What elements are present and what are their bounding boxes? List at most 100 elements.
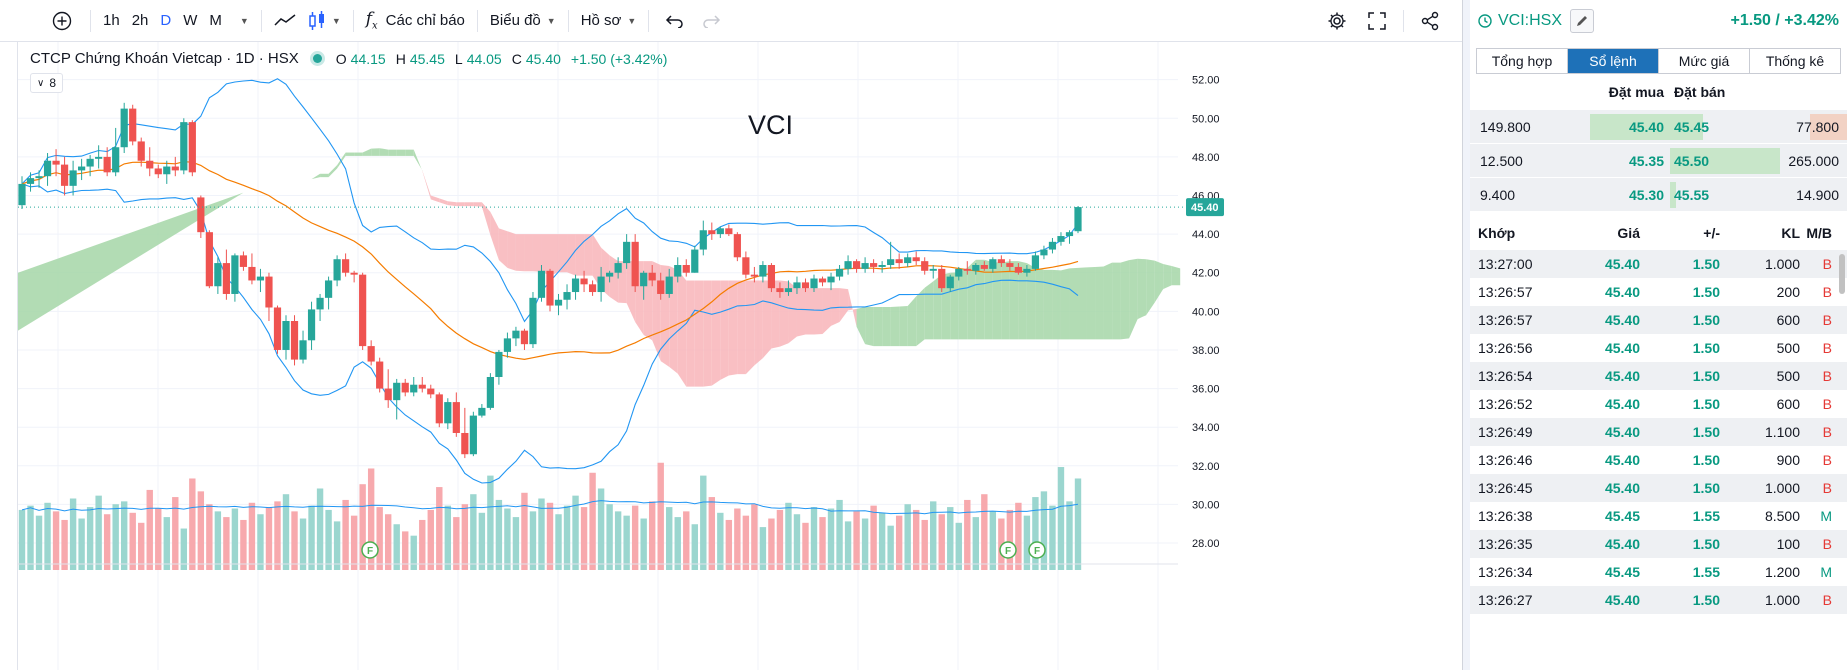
edit-symbol-button[interactable] [1570,9,1595,33]
fullscreen-button[interactable] [1357,5,1397,37]
price-tick-label: 34.00 [1192,422,1220,434]
cloud-segment [524,234,533,272]
candle-body [146,160,154,169]
volume-bar [972,517,980,570]
candle-body [929,268,937,271]
tab-muc-gia[interactable]: Mức giá [1659,49,1750,73]
volume-bar [657,462,664,570]
cloud-segment [430,195,440,203]
panel-resize-handle[interactable] [1462,0,1470,670]
trade-row[interactable]: 13:26:54 45.40 1.50 500 B [1470,362,1847,390]
interval-m[interactable]: M [209,12,222,29]
volume-bar [1015,502,1022,570]
tab-thong-ke[interactable]: Thống kê [1750,49,1840,73]
candle-chart-button[interactable]: ▼ [302,5,347,37]
volume-bar [555,514,562,570]
candle-body [1031,255,1040,269]
trade-row[interactable]: 13:27:00 45.40 1.50 1.000 B [1470,250,1847,278]
volume-bar [308,505,315,570]
settings-button[interactable] [1317,5,1357,37]
toolbar-divider [90,9,91,32]
volume-bar [819,517,826,570]
indicators-collapse-button[interactable]: ∨ 8 [30,73,63,93]
candle-body [26,178,35,184]
volume-bar [214,511,222,570]
book-row[interactable]: 12.500 45.35 45.50 265.000 [1470,144,1847,178]
price-chart[interactable]: 52.0050.0048.0046.0044.0042.0040.0038.00… [18,42,1462,670]
cloud-segment [899,306,908,347]
volume-bar [240,519,247,570]
candle-body [188,122,196,173]
cloud-segment [737,280,746,375]
trade-change: 1.50 [1692,368,1720,384]
indicators-button[interactable]: fx Các chỉ báo [360,5,471,37]
trade-row[interactable]: 13:26:57 45.40 1.50 200 B [1470,278,1847,306]
ask-volume: 265.000 [1788,152,1839,169]
trade-price: 45.40 [1604,592,1640,608]
trade-row[interactable]: 13:26:56 45.40 1.50 500 B [1470,334,1847,362]
profile-menu[interactable]: Hồ sơ ▼ [575,5,643,37]
trade-volume: 8.500 [1764,508,1800,524]
candle-body [410,384,418,393]
trade-time: 13:26:46 [1478,452,1533,468]
volume-bar [231,508,239,570]
interval-2h[interactable]: 2h [131,12,149,29]
trade-row[interactable]: 13:26:46 45.40 1.50 900 B [1470,446,1847,474]
interval-w[interactable]: W [183,12,198,29]
redo-icon [703,14,721,28]
cloud-segment [473,202,482,207]
order-book-symbol[interactable]: VCI:HSX [1478,12,1562,30]
bid-price: 45.30 [1628,186,1664,203]
candle-body [606,272,614,277]
bid-volume: 149.800 [1480,118,1531,135]
interval-d[interactable]: D [160,12,172,29]
add-symbol-button[interactable] [40,5,84,37]
cloud-segment [422,170,431,200]
candle-body [299,340,307,360]
trade-row[interactable]: 13:26:35 45.40 1.50 100 B [1470,530,1847,558]
cloud-segment [941,272,951,340]
drawing-tools-strip[interactable] [0,42,18,670]
undo-button[interactable] [655,5,693,37]
candle-body [580,278,588,285]
volume-bar [572,495,579,570]
book-header: Đặt mua Đặt bán [1470,74,1847,110]
volume-bar [776,509,784,570]
candle-body [1014,266,1022,273]
trade-row[interactable]: 13:26:49 45.40 1.50 1.100 B [1470,418,1847,446]
volume-bar [1040,491,1048,570]
volume-bar [248,502,256,570]
volume-bar [129,512,136,570]
toolbar-divider [260,9,262,32]
trades-list[interactable]: 13:27:00 45.40 1.50 1.000 B 13:26:57 45.40 1.50… [1470,250,1847,614]
trade-row[interactable]: 13:26:45 45.40 1.50 1.000 B [1470,474,1847,502]
chart-type-menu[interactable]: Biểu đồ ▼ [484,5,562,37]
line-chart-button[interactable] [268,5,302,37]
trade-side: B [1822,368,1832,384]
trade-row[interactable]: 13:26:27 45.40 1.50 1.000 B [1470,586,1847,614]
tab-so-lenh[interactable]: Sổ lệnh [1568,49,1659,73]
trade-row[interactable]: 13:26:57 45.40 1.50 600 B [1470,306,1847,334]
interval-dropdown[interactable]: ▼ [228,5,255,37]
volume-bar [759,527,767,570]
volume-bar [384,514,392,570]
interval-1h[interactable]: 1h [103,12,120,29]
trade-change: 1.50 [1692,536,1720,552]
cloud-segment [779,280,789,347]
share-button[interactable] [1410,5,1450,37]
candle-body [197,197,205,233]
ask-price: 45.50 [1670,147,1780,174]
cloud-segment [686,280,695,387]
book-row[interactable]: 9.400 45.30 45.55 14.900 [1470,178,1847,212]
candle-body [137,141,145,161]
trades-scrollbar[interactable] [1839,254,1845,294]
trade-row[interactable]: 13:26:52 45.40 1.50 600 B [1470,390,1847,418]
tab-tong-hop[interactable]: Tổng hợp [1477,49,1568,73]
volume-bar [623,515,630,570]
volume-bar [989,511,997,570]
price-tick-label: 30.00 [1192,499,1220,511]
trade-row[interactable]: 13:26:38 45.45 1.55 8.500 M [1470,502,1847,530]
redo-button[interactable] [693,5,731,37]
book-row[interactable]: 149.800 45.40 45.45 77.800 [1470,110,1847,144]
trade-row[interactable]: 13:26:34 45.45 1.55 1.200 M [1470,558,1847,586]
